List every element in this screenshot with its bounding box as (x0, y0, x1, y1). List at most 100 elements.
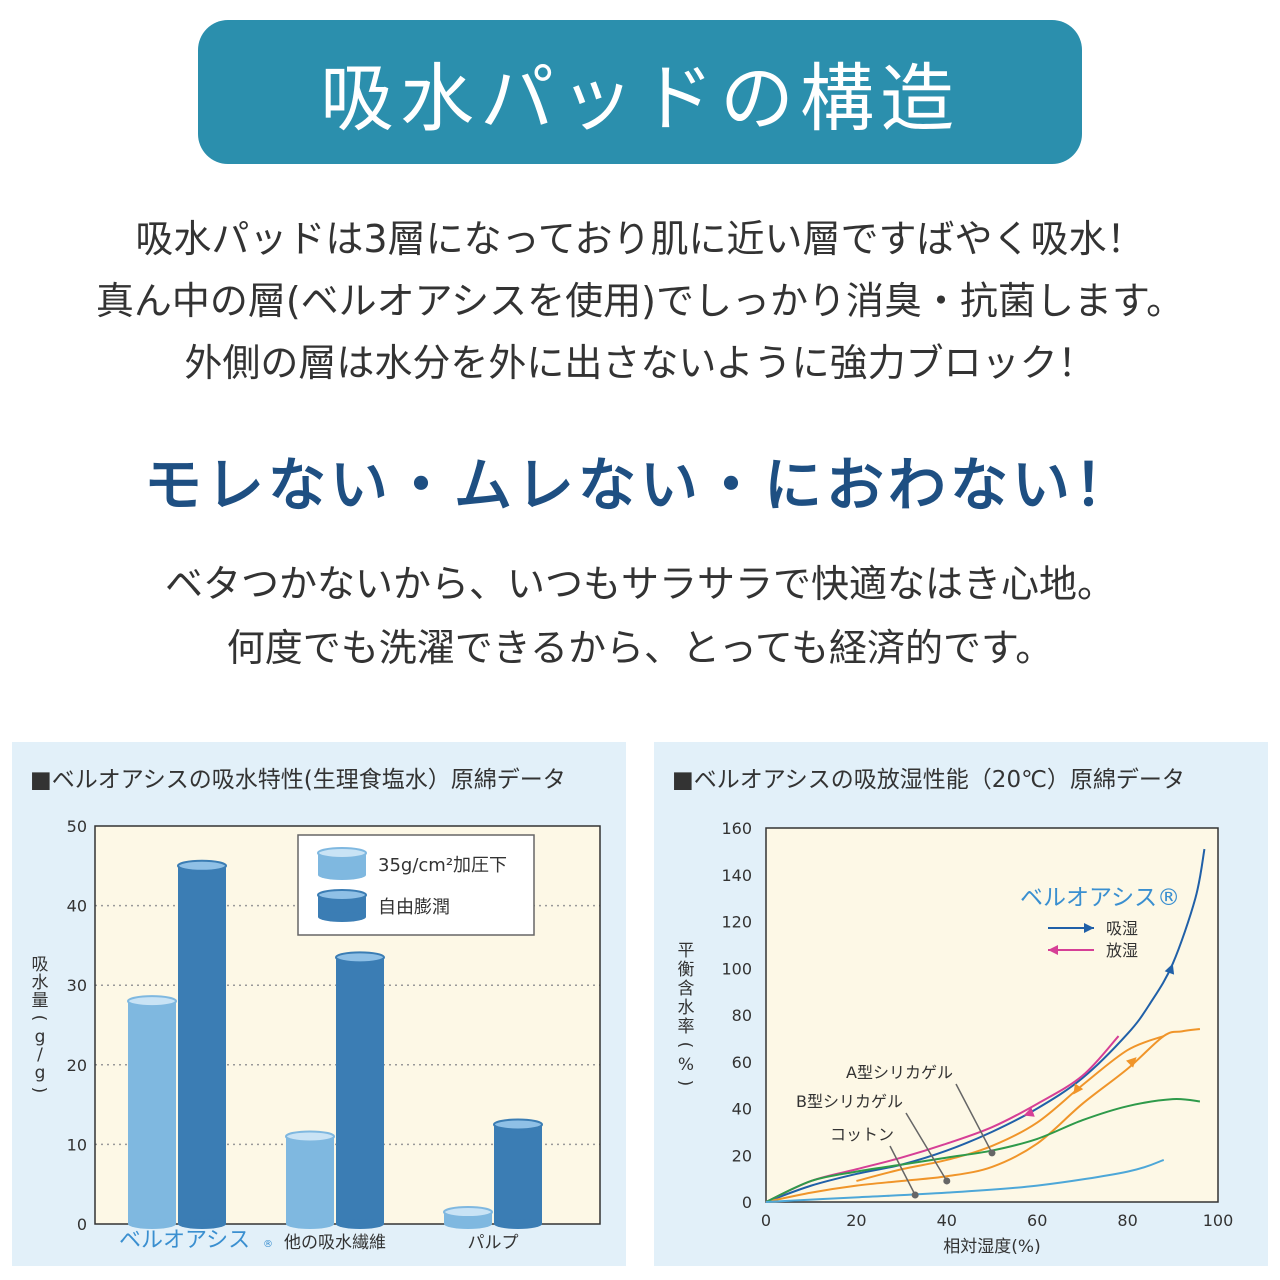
y-tick-label: 80 (732, 1006, 752, 1025)
y-axis-label-char: 衡 (678, 960, 695, 980)
y-tick-label: 40 (67, 897, 87, 916)
y-axis-label-char: ) (29, 1087, 49, 1094)
y-axis-label-char: 平 (678, 941, 695, 961)
y-tick-label: 120 (721, 913, 752, 932)
y-tick-label: 140 (721, 866, 752, 885)
page-title: 吸水パッドの構造 (320, 55, 960, 142)
leader-dot (943, 1177, 951, 1185)
x-tick-label: 0 (761, 1211, 771, 1230)
water-absorption-chart-panel: ■ベルオアシスの吸水特性(生理食塩水）原綿データ 0 10 20 30 40 50 吸水量 (… (12, 742, 626, 1266)
series-line (765, 1028, 1201, 1203)
curve-arrow (1023, 1107, 1035, 1117)
bar (178, 865, 226, 1224)
y-tick-label: 40 (732, 1100, 752, 1119)
chart-title: ■ベルオアシスの吸放湿性能（20℃）原綿データ (672, 767, 1185, 793)
y-tick-label: 20 (732, 1146, 752, 1165)
legend-swatch (318, 895, 366, 917)
x-axis-label: 相対湿度(%) (943, 1237, 1040, 1257)
curve-label: コットン (830, 1125, 894, 1144)
x-tick-label: 100 (1203, 1211, 1234, 1230)
intro-text: 吸水パッドは3層になっており肌に近い層ですばやく吸水！ 真ん中の層(ベルオアシス… (0, 208, 1280, 394)
bar-top (493, 1118, 543, 1131)
curve-label: B型シリカゲル (796, 1092, 903, 1111)
y-tick-label: 0 (742, 1193, 752, 1212)
bar (286, 1136, 334, 1224)
y-tick-label: 10 (67, 1135, 87, 1154)
moisture-chart-panel: ■ベルオアシスの吸放湿性能（20℃）原綿データ 0 20 40 60 80 100 120 1… (654, 742, 1268, 1266)
category-label: パルプ (468, 1233, 519, 1253)
benefit-text: ベタつかないから、いつもサラサラで快適なはき心地。 何度でも洗濯できるから、とっ… (0, 552, 1280, 680)
legend-swatch-top (317, 889, 367, 901)
category-label-belloasis: ベルオアシス (119, 1228, 250, 1253)
intro-line: 吸水パッドは3層になっており肌に近い層ですばやく吸水！ (135, 217, 1145, 261)
y-axis-label-char: ) (675, 1080, 695, 1087)
y-axis-label-char: 率 (678, 1017, 695, 1037)
y-tick-label: 50 (67, 817, 87, 836)
bar (336, 957, 384, 1224)
bar-base (178, 1219, 226, 1229)
bar-base (444, 1219, 492, 1229)
y-tick-label: 20 (67, 1056, 87, 1075)
y-axis-label-char: ( (29, 1015, 49, 1022)
y-tick-label: 100 (721, 959, 752, 978)
legend-label: 35g/cm²加圧下 (378, 855, 507, 876)
legend-arrow (1084, 923, 1094, 933)
bar (128, 1001, 176, 1224)
y-axis-label-char: / (37, 1045, 43, 1065)
x-tick-label: 20 (846, 1211, 866, 1230)
y-tick-label: 30 (67, 976, 87, 995)
water-absorption-bar-chart: 0 10 20 30 40 50 吸水量 (g/g) ベルオアシス ® 他の吸水繊維 パルプ 35g/c… (29, 817, 601, 1253)
bar-base (336, 1219, 384, 1229)
bar-top (443, 1206, 493, 1219)
chart-title: ■ベルオアシスの吸水特性(生理食塩水）原綿データ (30, 767, 566, 793)
y-tick-label: 0 (77, 1215, 87, 1234)
registered-mark: ® (263, 1239, 273, 1250)
y-axis-label-char: g (35, 1027, 46, 1047)
y-axis-label-char: 水 (678, 998, 695, 1018)
benefit-line: 何度でも洗濯できるから、とっても経済的です。 (226, 626, 1054, 670)
curve-label: A型シリカゲル (846, 1063, 953, 1082)
series-line (765, 1158, 1165, 1203)
leader-dot (988, 1149, 996, 1157)
y-tick-label: 160 (721, 819, 752, 838)
slogan: モレない・ムレない・におわない！ (143, 451, 1136, 519)
bar-top (335, 951, 385, 964)
y-axis-label-char: 量 (32, 991, 49, 1011)
curve-arrow (1164, 963, 1175, 975)
moisture-line-chart: 0 20 40 60 80 100 120 140 160 0 20 40 60 80 100 相対湿度(%)… (675, 819, 1234, 1257)
leader-line (955, 1083, 993, 1154)
x-tick-label: 40 (937, 1211, 957, 1230)
legend-arrow (1048, 945, 1058, 955)
series-line (856, 1035, 1165, 1182)
y-tick-label: 60 (732, 1053, 752, 1072)
bar (494, 1124, 542, 1224)
leader-dot (911, 1191, 919, 1199)
leader-line (889, 1145, 916, 1196)
x-tick-label: 80 (1117, 1211, 1137, 1230)
curve-arrow (1073, 1083, 1084, 1095)
benefit-line: ベタつかないから、いつもサラサラで快適なはき心地。 (164, 562, 1115, 606)
category-label: 他の吸水繊維 (284, 1233, 386, 1253)
legend-label: 放湿 (1106, 941, 1138, 960)
bar-base (286, 1219, 334, 1229)
intro-line: 外側の層は水分を外に出さないように強力ブロック！ (184, 341, 1096, 385)
bar-base (494, 1219, 542, 1229)
legend-swatch (318, 853, 366, 875)
intro-line: 真ん中の層(ベルオアシスを使用)でしっかり消臭・抗菌します。 (95, 279, 1185, 323)
y-axis-label-char: 含 (678, 979, 695, 999)
legend-swatch-base (318, 870, 366, 880)
title-banner: 吸水パッドの構造 (198, 20, 1082, 164)
legend-title: ベルオアシス® (1020, 885, 1180, 911)
bar-base (128, 1219, 176, 1229)
bar-top (177, 859, 227, 872)
legend-swatch-top (317, 847, 367, 859)
legend-label: 自由膨潤 (378, 897, 450, 918)
x-tick-label: 60 (1027, 1211, 1047, 1230)
legend-label: 吸湿 (1106, 919, 1138, 938)
y-axis-label-char: 水 (32, 973, 49, 993)
y-axis-label-char: 吸 (32, 955, 49, 975)
legend-swatch-base (318, 912, 366, 922)
leader-line (905, 1112, 948, 1182)
bar-top (127, 995, 177, 1008)
y-axis-label-char: % (678, 1055, 694, 1075)
